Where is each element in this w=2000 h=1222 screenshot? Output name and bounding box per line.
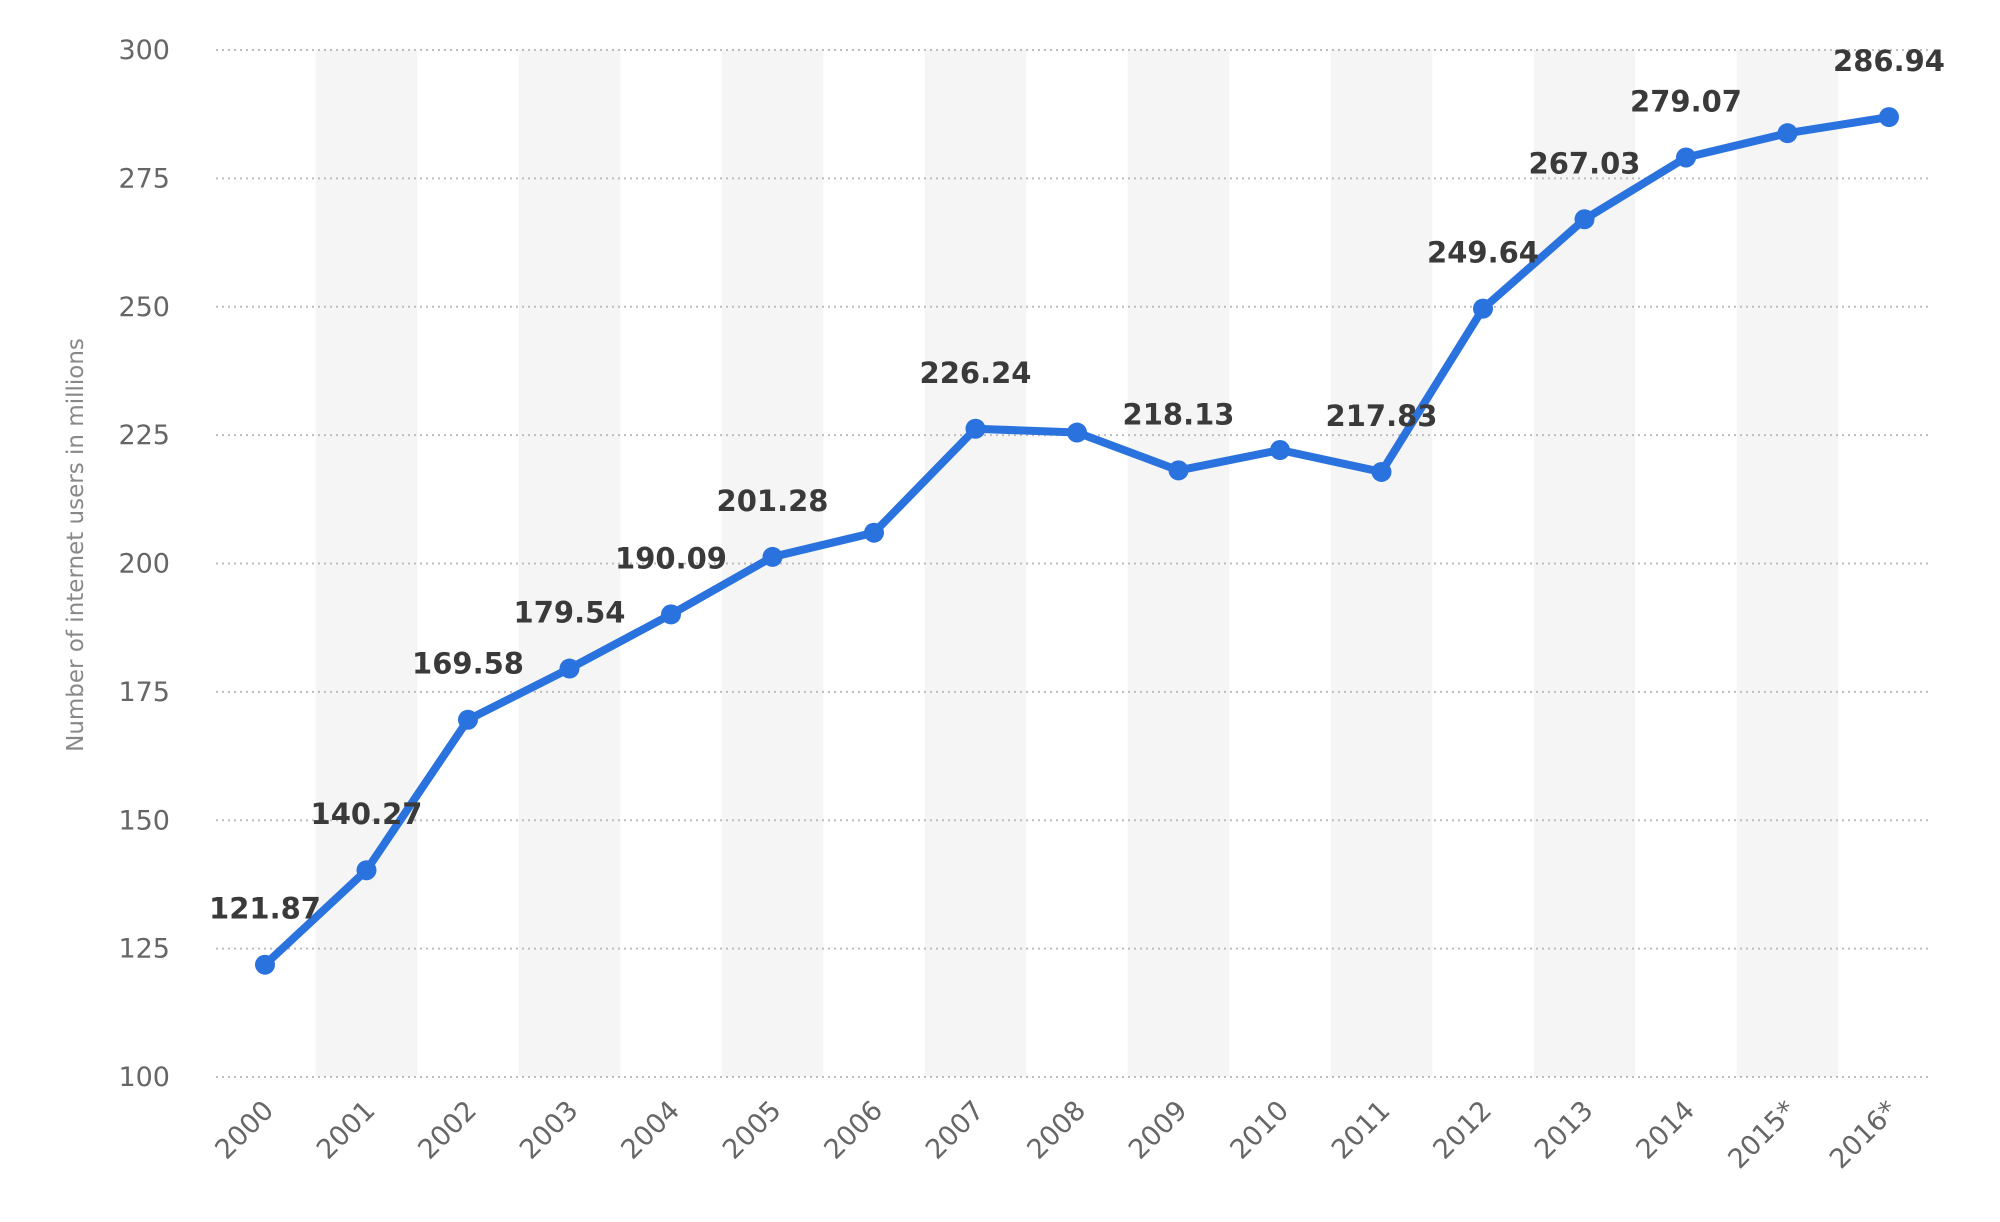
column-band-2003: [518, 50, 621, 1077]
x-tick-label: 2000: [209, 1095, 280, 1166]
x-tick-label: 2008: [1021, 1095, 1092, 1166]
series-group: [255, 107, 1899, 975]
y-tick-label: 125: [118, 934, 170, 965]
x-tick-label: 2015*: [1722, 1095, 1802, 1175]
data-label-2002: 169.58: [412, 647, 524, 681]
data-point-2009[interactable]: [1168, 460, 1189, 481]
data-label-2004: 190.09: [615, 541, 727, 575]
data-point-2001[interactable]: [356, 860, 377, 881]
column-band-2007: [924, 50, 1027, 1077]
data-point-2016*[interactable]: [1879, 107, 1899, 128]
x-tick-label: 2013: [1529, 1095, 1600, 1166]
y-axis-title: Number of internet users in millions: [63, 338, 89, 752]
y-tick-label: 150: [118, 805, 170, 836]
data-label-2016*: 286.94: [1833, 44, 1945, 78]
data-point-2015*[interactable]: [1777, 123, 1798, 144]
gridlines: [216, 49, 1930, 1078]
column-band-2009: [1127, 50, 1230, 1077]
data-point-2000[interactable]: [255, 954, 275, 975]
x-tick-label: 2014: [1630, 1095, 1701, 1166]
data-labels: 121.87 140.27 169.58 179.54 190.09 201.28 226.…: [209, 44, 1945, 926]
x-tick-label: 2016*: [1824, 1095, 1904, 1175]
data-point-2011[interactable]: [1371, 461, 1392, 482]
x-tick-label: 2011: [1326, 1095, 1397, 1166]
data-point-2002[interactable]: [458, 709, 478, 730]
data-point-2005[interactable]: [762, 546, 783, 567]
y-tick-label: 100: [118, 1062, 170, 1093]
data-label-2007: 226.24: [920, 356, 1032, 390]
data-point-2004[interactable]: [661, 604, 681, 625]
data-point-2013[interactable]: [1574, 209, 1595, 230]
x-tick-label: 2010: [1224, 1095, 1295, 1166]
data-label-2000: 121.87: [209, 892, 321, 926]
y-tick-label: 225: [118, 420, 170, 451]
data-label-2011: 217.83: [1326, 399, 1438, 433]
data-label-2012: 249.64: [1427, 236, 1539, 270]
data-point-2014[interactable]: [1676, 147, 1696, 168]
y-tick-label: 250: [118, 292, 170, 323]
x-tick-label: 2009: [1123, 1095, 1194, 1166]
y-tick-label: 175: [118, 677, 170, 708]
y-axis-ticks: 100 125 150 175 200 225 250 275 300: [118, 35, 170, 1093]
data-label-2003: 179.54: [514, 596, 626, 630]
data-point-2010[interactable]: [1270, 440, 1290, 461]
x-tick-label: 2012: [1427, 1095, 1498, 1166]
data-label-2014: 279.07: [1630, 84, 1742, 118]
y-tick-label: 200: [118, 549, 170, 580]
series-line: [261, 113, 1893, 969]
column-band-2015*: [1736, 50, 1839, 1077]
x-tick-label: 2006: [818, 1095, 889, 1166]
data-point-2003[interactable]: [559, 658, 580, 679]
data-point-2007[interactable]: [965, 418, 986, 439]
x-tick-label: 2002: [412, 1095, 483, 1166]
data-label-2001: 140.27: [311, 797, 423, 831]
x-tick-label: 2005: [717, 1095, 788, 1166]
data-label-2013: 267.03: [1529, 146, 1641, 180]
x-tick-label: 2001: [311, 1095, 382, 1166]
x-axis-ticks: 2000 2001 2002 2003 2004 2005 2006 2007 2008 2009…: [209, 1095, 1904, 1175]
data-label-2009: 218.13: [1123, 397, 1235, 431]
x-tick-label: 2007: [920, 1095, 991, 1166]
data-point-2012[interactable]: [1473, 298, 1493, 319]
x-tick-label: 2004: [615, 1095, 686, 1166]
data-point-2006[interactable]: [864, 522, 884, 543]
data-label-2005: 201.28: [717, 484, 829, 518]
y-tick-label: 300: [118, 35, 170, 66]
x-tick-label: 2003: [514, 1095, 585, 1166]
data-point-2008[interactable]: [1067, 422, 1087, 443]
y-tick-label: 275: [118, 163, 170, 194]
column-bands: [315, 50, 1839, 1077]
